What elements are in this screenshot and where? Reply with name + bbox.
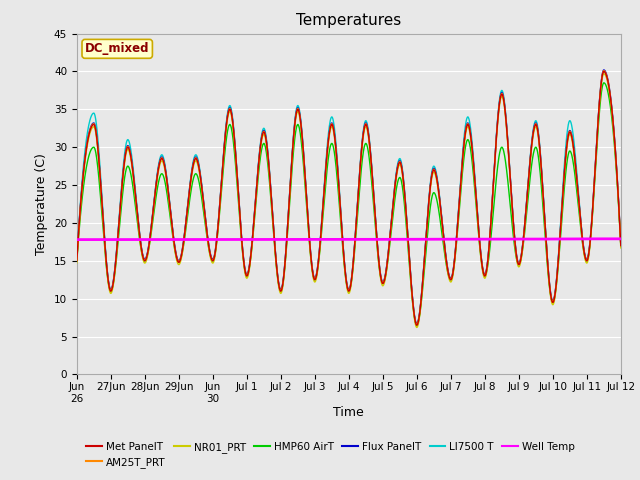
X-axis label: Time: Time bbox=[333, 407, 364, 420]
Title: Temperatures: Temperatures bbox=[296, 13, 401, 28]
Legend: Met PanelT, AM25T_PRT, NR01_PRT, HMP60 AirT, Flux PanelT, LI7500 T, Well Temp: Met PanelT, AM25T_PRT, NR01_PRT, HMP60 A… bbox=[82, 438, 579, 472]
Y-axis label: Temperature (C): Temperature (C) bbox=[35, 153, 48, 255]
Text: DC_mixed: DC_mixed bbox=[85, 42, 150, 55]
